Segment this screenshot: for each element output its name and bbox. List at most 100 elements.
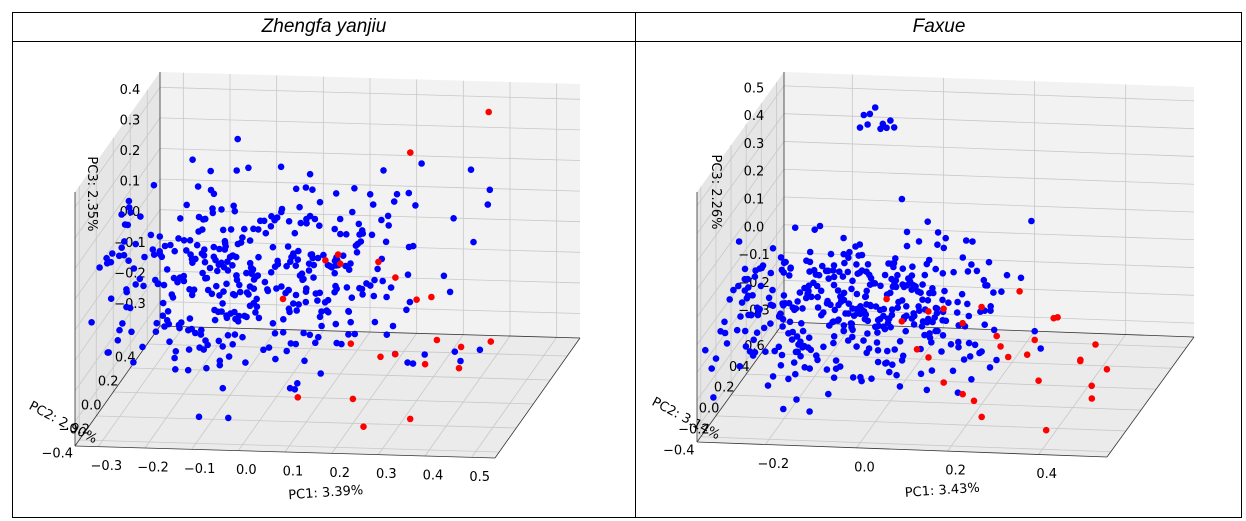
y-tick-label: 0.0 — [699, 402, 720, 417]
data-points — [88, 108, 495, 431]
data-point — [116, 326, 123, 334]
z-axis-label: PC3: 2.26% — [708, 155, 723, 230]
grid-line — [746, 373, 1157, 390]
data-point — [216, 245, 223, 253]
data-point — [310, 274, 317, 281]
data-point — [183, 247, 190, 254]
grid-line — [159, 239, 581, 253]
data-point — [730, 286, 737, 294]
data-point — [229, 252, 237, 259]
data-point — [332, 282, 339, 290]
z-tick-label: −0.1 — [738, 248, 770, 263]
data-point — [919, 281, 926, 288]
data-point — [186, 315, 194, 322]
data-point — [910, 321, 918, 328]
data-point — [830, 281, 838, 289]
data-point — [413, 296, 420, 303]
data-point — [347, 260, 354, 267]
data-point — [316, 222, 323, 229]
data-point — [246, 237, 254, 244]
data-point — [369, 201, 377, 208]
data-point — [1042, 426, 1050, 434]
data-point — [1035, 377, 1042, 385]
data-point — [976, 349, 983, 357]
data-point — [710, 394, 717, 401]
data-point — [806, 365, 813, 372]
data-point — [780, 405, 787, 413]
data-point — [777, 362, 785, 369]
z-tick-label: −0.3 — [114, 297, 146, 312]
data-point — [203, 364, 210, 372]
grid-line — [159, 178, 581, 192]
data-point — [224, 258, 231, 265]
data-point — [470, 238, 477, 246]
data-point — [863, 349, 870, 357]
data-point — [965, 339, 973, 347]
data-point — [412, 202, 419, 209]
x-tick-label: 0.4 — [423, 469, 444, 484]
grid-line — [159, 117, 581, 131]
data-point — [794, 298, 801, 305]
data-point — [392, 274, 399, 281]
grid-line — [696, 196, 785, 318]
grid-line — [159, 301, 581, 314]
data-point — [349, 395, 357, 403]
data-point — [291, 229, 299, 237]
data-point — [840, 250, 847, 258]
data-point — [312, 339, 319, 347]
data-point — [252, 309, 259, 316]
data-point — [287, 258, 294, 265]
data-point — [786, 272, 793, 279]
data-point — [267, 269, 275, 276]
data-point — [312, 290, 320, 297]
data-point — [315, 333, 322, 341]
data-point — [200, 346, 207, 353]
data-point — [889, 361, 896, 369]
data-point — [712, 355, 720, 362]
data-point — [311, 215, 319, 223]
data-point — [183, 201, 190, 209]
data-point — [130, 265, 138, 272]
data-point — [882, 360, 889, 367]
data-point — [380, 167, 387, 174]
data-point — [239, 333, 246, 341]
data-point — [154, 280, 162, 288]
data-point — [285, 218, 293, 225]
data-point — [788, 336, 796, 343]
grid-line — [284, 331, 371, 453]
data-point — [864, 330, 871, 337]
data-point — [229, 290, 237, 298]
data-point — [845, 300, 853, 308]
data-point — [343, 231, 350, 238]
data-point — [382, 238, 390, 246]
data-point — [872, 303, 880, 310]
data-point — [815, 271, 823, 279]
data-point — [780, 292, 788, 299]
data-point — [884, 347, 891, 355]
y-tick-label: −0.2 — [678, 422, 710, 437]
data-point — [775, 343, 783, 351]
data-point — [981, 321, 988, 329]
data-point — [890, 124, 898, 131]
data-point — [239, 234, 246, 241]
data-point — [771, 347, 778, 355]
data-point — [221, 240, 229, 247]
data-point — [379, 277, 387, 285]
data-point — [292, 340, 300, 348]
data-point — [211, 316, 219, 324]
z-tick-label: 0.2 — [744, 165, 765, 180]
data-point — [909, 263, 916, 270]
data-point — [806, 408, 813, 415]
data-point — [941, 287, 948, 295]
data-point — [1103, 366, 1111, 373]
data-point — [180, 277, 188, 285]
data-point — [405, 243, 413, 251]
data-point — [830, 262, 838, 269]
data-point — [940, 379, 947, 386]
data-point — [250, 285, 258, 292]
data-point — [881, 325, 889, 333]
data-point — [150, 181, 158, 189]
data-point — [219, 343, 226, 350]
data-point — [125, 257, 132, 264]
data-point — [219, 384, 227, 392]
